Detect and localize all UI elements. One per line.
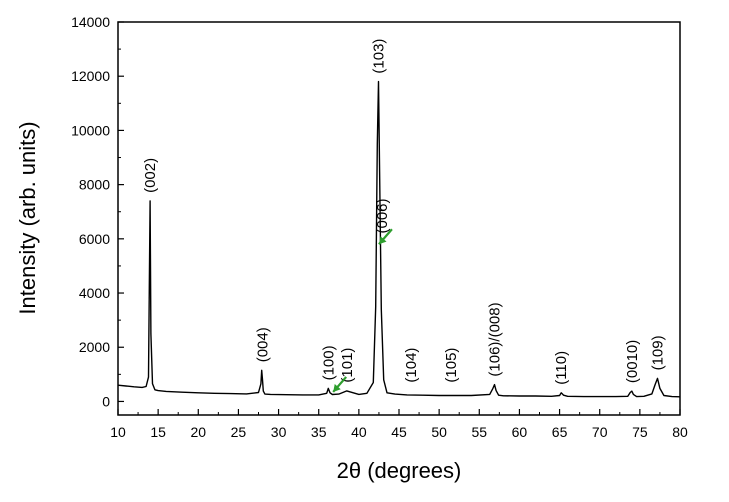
plot-frame [117, 21, 681, 416]
x-tick-label: 25 [231, 424, 247, 440]
peak-label: (105) [443, 348, 460, 383]
peak-label: (109) [650, 335, 667, 370]
x-tick-label: 20 [190, 424, 206, 440]
arrow-head [333, 384, 341, 392]
x-tick-label: 65 [552, 424, 568, 440]
peak-label: (004) [255, 327, 272, 362]
series-layer [117, 80, 681, 398]
x-tick-label: 45 [391, 424, 407, 440]
y-tick-label: 14000 [71, 14, 110, 30]
x-tick-label: 70 [592, 424, 608, 440]
x-tick-label: 40 [351, 424, 367, 440]
x-tick-label: 10 [110, 424, 126, 440]
x-tick-label: 60 [512, 424, 528, 440]
axis-ticks: 10 15 20 25 30 35 40 45 50 55 60 65 70 75 80 0 2000 4000 6… [71, 14, 688, 440]
x-axis-title: 2θ (degrees) [337, 458, 462, 483]
annotation-layer: (002) (004) (100) (101) (103) (006) (104) (105)… [142, 39, 667, 393]
peak-label: (103) [371, 39, 388, 74]
x-tick-label: 35 [311, 424, 327, 440]
x-tick-label: 80 [672, 424, 688, 440]
peak-label: (006) [374, 198, 391, 233]
y-tick-label: 4000 [79, 285, 110, 301]
x-tick-label: 55 [471, 424, 487, 440]
peak-label: (101) [339, 348, 356, 383]
xrd-pattern-line [117, 80, 681, 398]
peak-label: (0010) [624, 340, 641, 383]
y-tick-label: 8000 [79, 177, 110, 193]
y-tick-label: 12000 [71, 68, 110, 84]
y-tick-label: 10000 [71, 122, 110, 138]
y-tick-label: 6000 [79, 231, 110, 247]
x-tick-label: 30 [271, 424, 287, 440]
peak-label: (106)/(008) [487, 302, 504, 376]
x-tick-label: 75 [632, 424, 648, 440]
y-tick-label: 0 [102, 393, 110, 409]
peak-label: (104) [403, 348, 420, 383]
y-tick-label: 2000 [79, 339, 110, 355]
y-axis-title: Intensity (arb. units) [15, 121, 40, 314]
peak-label: (002) [142, 158, 159, 193]
peak-label: (110) [553, 351, 570, 385]
x-tick-label: 15 [150, 424, 166, 440]
arrow-head [378, 236, 387, 245]
peak-label: (100) [320, 345, 337, 380]
x-tick-label: 50 [431, 424, 447, 440]
